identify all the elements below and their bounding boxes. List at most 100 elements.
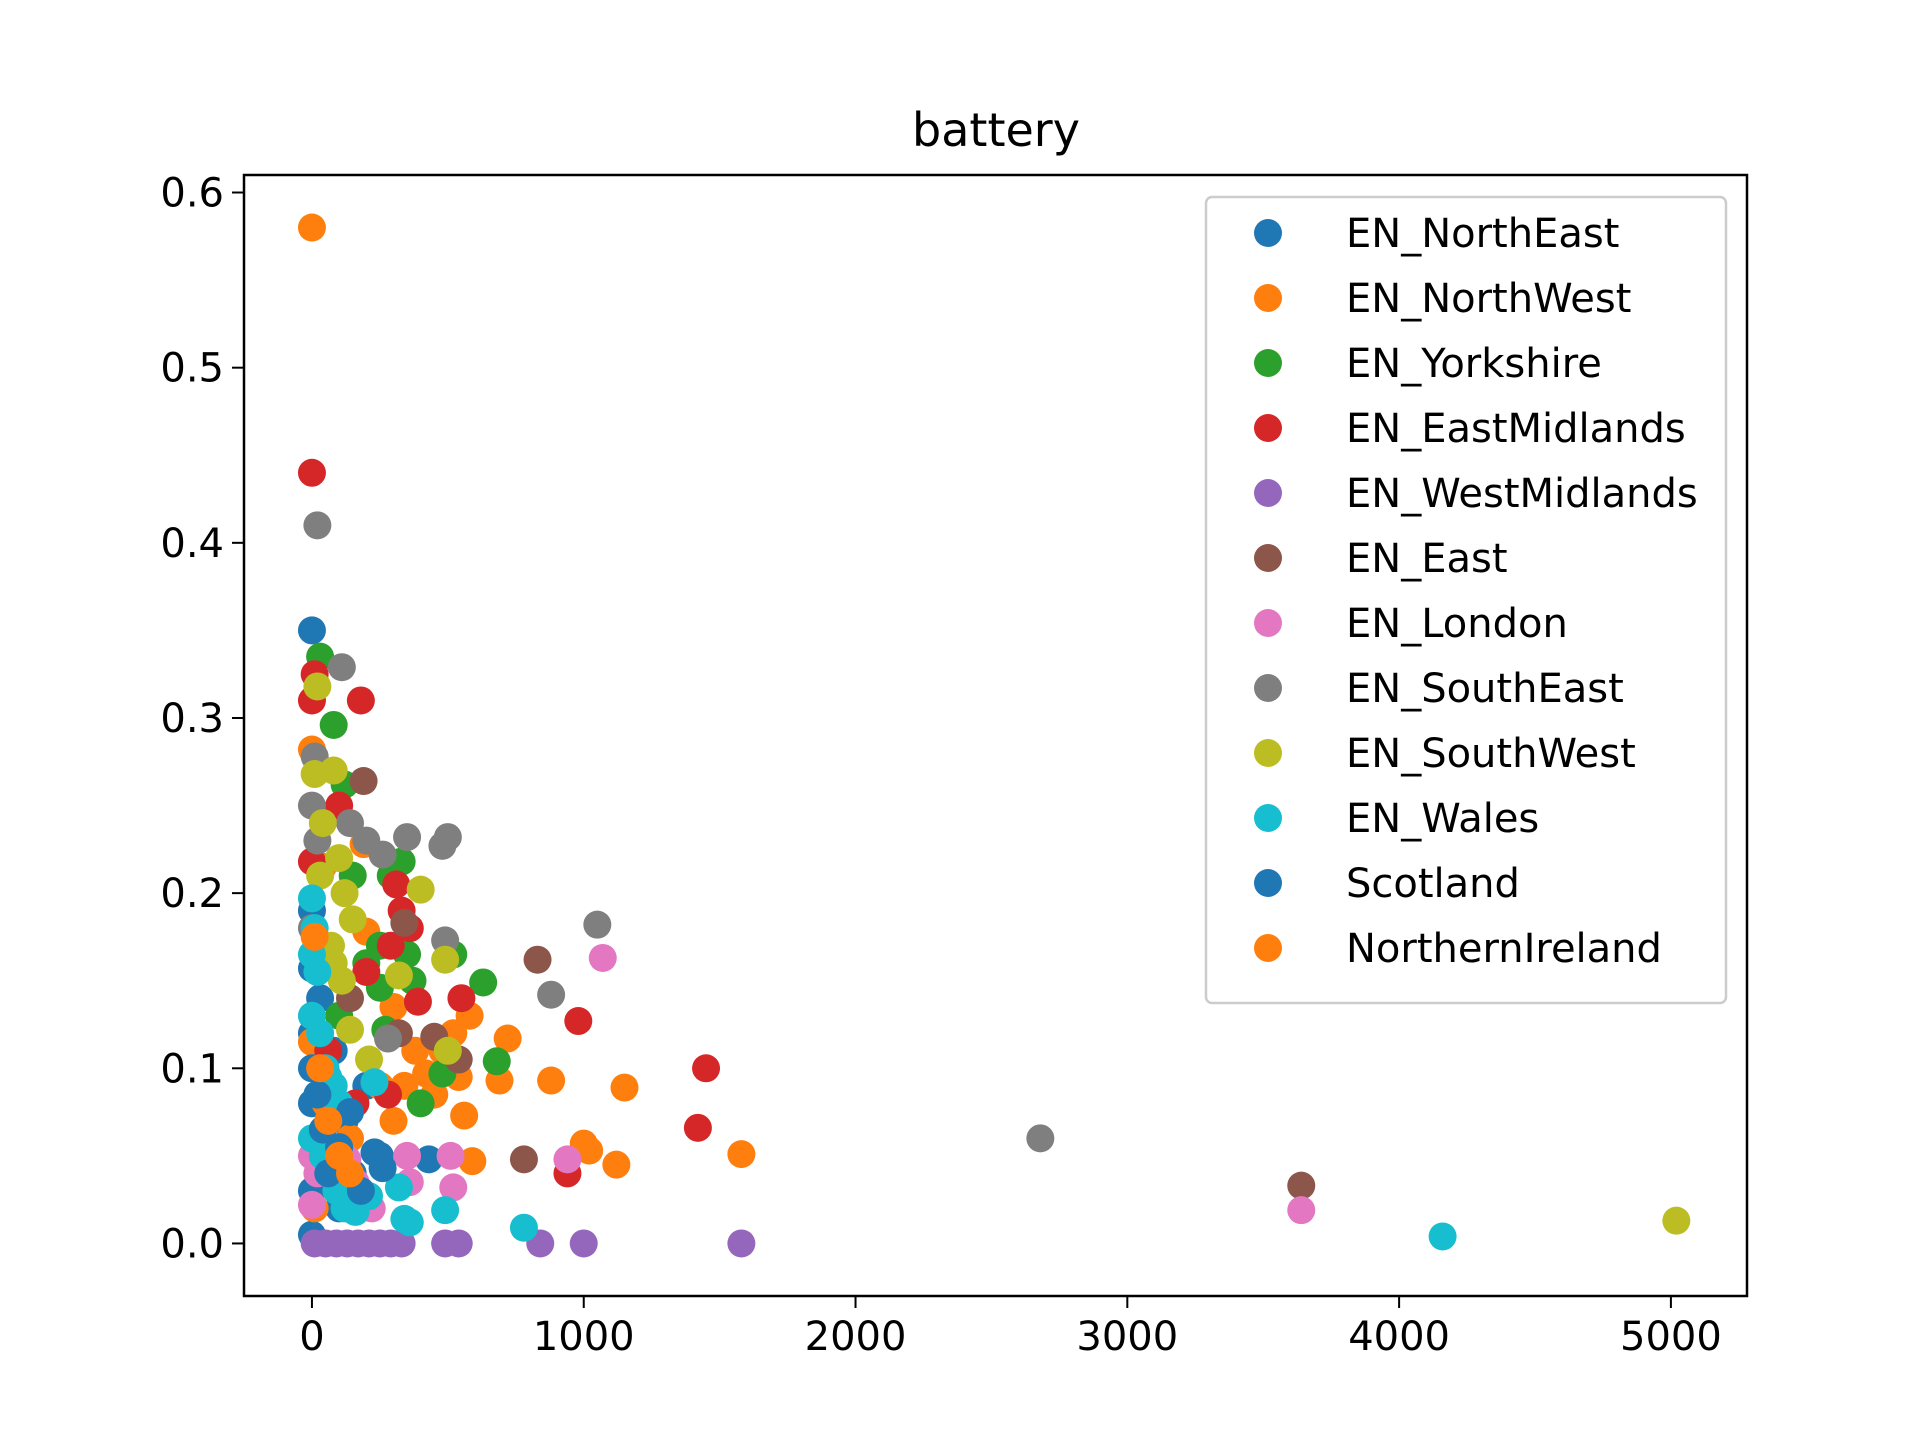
- data-point: [395, 1208, 424, 1237]
- data-point: [335, 1098, 364, 1127]
- y-tick-label: 0.6: [160, 171, 224, 217]
- data-point: [384, 1173, 413, 1202]
- data-point: [610, 1073, 639, 1102]
- y-tick-label: 0.2: [160, 871, 224, 917]
- legend-marker: [1254, 804, 1282, 832]
- data-point: [458, 1147, 487, 1176]
- y-axis: 0.0 0.1 0.2 0.3 0.4 0.5 0.6: [160, 171, 244, 1267]
- legend-entry: EN_SouthEast: [1254, 666, 1624, 712]
- data-point: [297, 616, 326, 645]
- legend-marker: [1254, 609, 1282, 637]
- legend-marker: [1254, 349, 1282, 377]
- data-point: [352, 826, 381, 855]
- data-point: [450, 1101, 479, 1130]
- data-point: [683, 1113, 712, 1142]
- legend-entry: EN_Yorkshire: [1254, 341, 1602, 387]
- data-point: [1026, 1124, 1055, 1153]
- data-point: [325, 844, 354, 873]
- legend-entry: EN_NorthWest: [1254, 276, 1631, 322]
- data-point: [509, 1213, 538, 1242]
- data-point: [314, 1106, 343, 1135]
- legend-label: NorthernIreland: [1346, 926, 1662, 972]
- data-point: [553, 1145, 582, 1174]
- data-point: [727, 1140, 756, 1169]
- data-point: [1287, 1196, 1316, 1225]
- legend-entry: EN_WestMidlands: [1254, 471, 1698, 517]
- y-tick-label: 0.3: [160, 696, 224, 742]
- legend-entry: Scotland: [1254, 861, 1520, 907]
- data-point: [319, 756, 348, 785]
- legend-marker: [1254, 869, 1282, 897]
- data-point: [327, 966, 356, 995]
- data-point: [308, 809, 337, 838]
- data-point: [436, 1141, 465, 1170]
- data-point: [335, 809, 364, 838]
- data-point: [374, 1024, 403, 1053]
- data-point: [327, 653, 356, 682]
- data-point: [330, 879, 359, 908]
- legend-label: EN_SouthWest: [1346, 731, 1636, 777]
- x-tick-label: 0: [299, 1314, 324, 1360]
- data-points: [297, 213, 1691, 1258]
- data-point: [393, 1141, 422, 1170]
- data-point: [306, 1019, 335, 1048]
- data-point: [346, 686, 375, 715]
- data-point: [319, 710, 348, 739]
- legend-marker: [1254, 739, 1282, 767]
- data-point: [349, 767, 378, 796]
- data-point: [406, 875, 435, 904]
- data-point: [493, 1024, 522, 1053]
- legend: EN_NorthEast EN_NorthWest EN_Yorkshire EN_E…: [1204, 195, 1728, 1005]
- data-point: [692, 1054, 721, 1083]
- data-point: [588, 943, 617, 972]
- data-point: [537, 1066, 566, 1095]
- data-point: [352, 957, 381, 986]
- data-point: [482, 1047, 511, 1076]
- data-point: [406, 1089, 435, 1118]
- data-point: [390, 908, 419, 937]
- legend-label: EN_Wales: [1346, 796, 1539, 842]
- data-point: [297, 213, 326, 242]
- data-point: [300, 922, 329, 951]
- data-point: [379, 1106, 408, 1135]
- legend-label: EN_WestMidlands: [1346, 471, 1698, 517]
- data-point: [303, 672, 332, 701]
- data-point: [431, 945, 460, 974]
- x-axis: 0 1000 2000 3000 4000 5000: [299, 1296, 1722, 1360]
- x-tick-label: 1000: [533, 1314, 635, 1360]
- legend-label: EN_Yorkshire: [1346, 341, 1602, 387]
- data-point: [387, 1229, 416, 1258]
- y-tick-label: 0.0: [160, 1221, 224, 1267]
- data-point: [433, 1036, 462, 1065]
- data-point: [602, 1150, 631, 1179]
- legend-marker: [1254, 934, 1282, 962]
- data-point: [444, 1229, 473, 1258]
- legend-marker: [1254, 284, 1282, 312]
- data-point: [1428, 1222, 1457, 1251]
- data-point: [355, 1045, 384, 1074]
- legend-marker: [1254, 219, 1282, 247]
- data-point: [509, 1145, 538, 1174]
- data-point: [414, 1145, 443, 1174]
- legend-label: EN_NorthWest: [1346, 276, 1631, 322]
- y-tick-label: 0.5: [160, 346, 224, 392]
- chart-title: battery: [912, 103, 1080, 157]
- data-point: [303, 957, 332, 986]
- legend-box: [1204, 195, 1728, 1005]
- data-point: [433, 823, 462, 852]
- legend-entry: EN_Wales: [1254, 796, 1539, 842]
- data-point: [564, 1007, 593, 1036]
- data-point: [439, 1173, 468, 1202]
- data-point: [306, 1054, 335, 1083]
- data-point: [447, 984, 476, 1013]
- data-point: [297, 458, 326, 487]
- data-point: [338, 905, 367, 934]
- data-point: [1287, 1171, 1316, 1200]
- x-tick-label: 5000: [1620, 1314, 1722, 1360]
- legend-marker: [1254, 479, 1282, 507]
- legend-label: EN_NorthEast: [1346, 211, 1619, 257]
- legend-entry: EN_EastMidlands: [1254, 406, 1686, 452]
- data-point: [297, 1190, 326, 1219]
- x-tick-label: 2000: [805, 1314, 907, 1360]
